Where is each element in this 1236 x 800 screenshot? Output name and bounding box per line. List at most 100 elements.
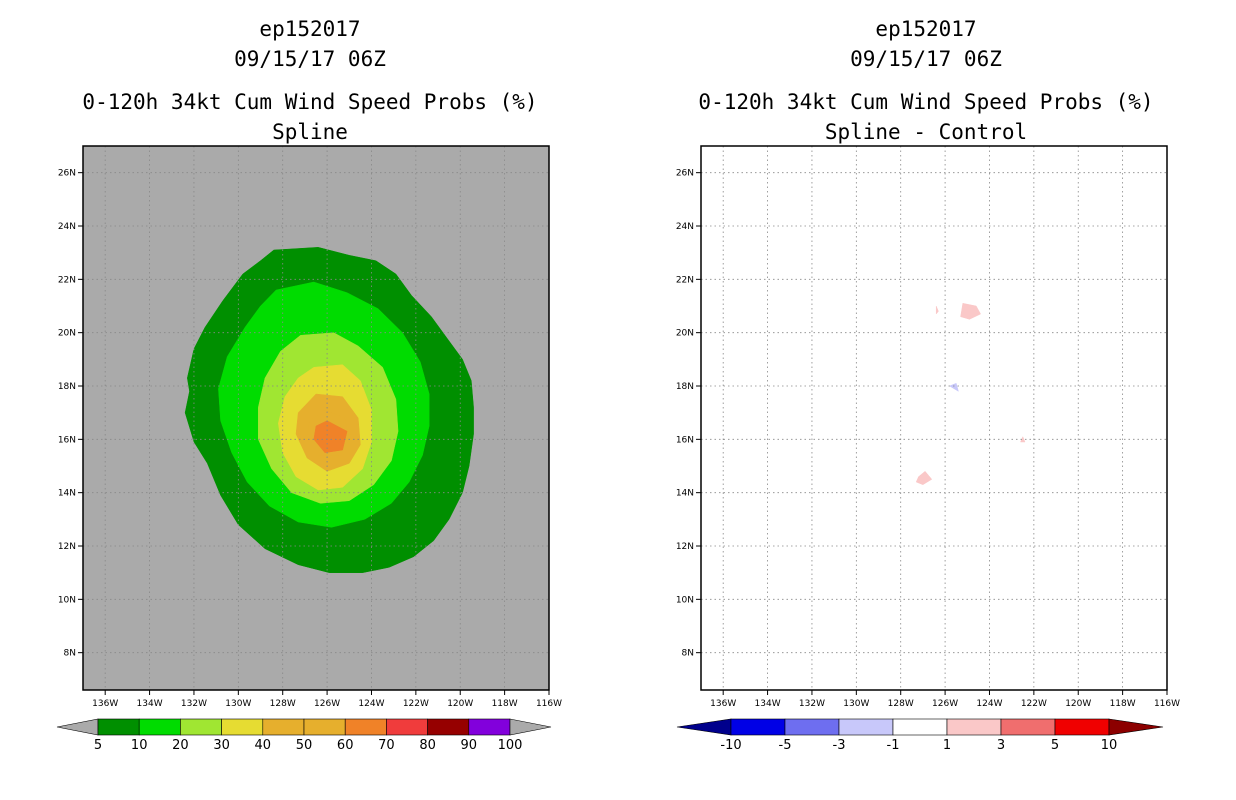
colorbar-segment bbox=[784, 718, 840, 736]
y-tick-label: 26N bbox=[676, 169, 694, 179]
x-tick-label: 126W bbox=[932, 699, 958, 709]
y-tick-label: 8N bbox=[682, 649, 694, 659]
colorbar-label: 70 bbox=[378, 738, 395, 753]
x-tick-label: 128W bbox=[888, 699, 914, 709]
y-tick-label: 8N bbox=[64, 649, 76, 659]
colorbar-segment bbox=[138, 718, 181, 736]
colorbar-label: 80 bbox=[419, 738, 436, 753]
x-tick-label: 128W bbox=[270, 699, 296, 709]
x-tick-label: 120W bbox=[447, 699, 473, 709]
x-tick-label: 134W bbox=[137, 699, 163, 709]
colorbar-label: -1 bbox=[887, 738, 900, 753]
difference-patch-4 bbox=[915, 470, 933, 485]
x-tick-label: 132W bbox=[799, 699, 825, 709]
x-tick-label: 116W bbox=[1154, 699, 1180, 709]
colorbar-label: 40 bbox=[255, 738, 272, 753]
x-tick-label: 118W bbox=[492, 699, 518, 709]
left-chart-title: 0-120h 34kt Cum Wind Speed Probs (%) bbox=[82, 90, 538, 114]
y-tick-label: 24N bbox=[676, 222, 694, 232]
difference-patch-2 bbox=[948, 382, 959, 392]
x-tick-label: 122W bbox=[403, 699, 429, 709]
colorbar-segment bbox=[427, 718, 470, 736]
colorbar-label: -3 bbox=[833, 738, 846, 753]
colorbar-extend-left bbox=[676, 718, 732, 736]
y-tick-label: 12N bbox=[676, 542, 694, 552]
y-tick-label: 18N bbox=[58, 382, 76, 392]
x-tick-label: 132W bbox=[181, 699, 207, 709]
x-tick-label: 126W bbox=[314, 699, 340, 709]
plot-frame bbox=[82, 145, 550, 691]
colorbar-label: 3 bbox=[997, 738, 1005, 753]
colorbar-segment bbox=[262, 718, 305, 736]
x-tick-label: 130W bbox=[225, 699, 251, 709]
right-chart-title: 0-120h 34kt Cum Wind Speed Probs (%) bbox=[698, 90, 1154, 114]
colorbar-segment bbox=[221, 718, 264, 736]
x-tick-label: 136W bbox=[710, 699, 736, 709]
x-tick-label: 120W bbox=[1065, 699, 1091, 709]
y-tick-label: 14N bbox=[58, 489, 76, 499]
difference-patch-1 bbox=[935, 305, 939, 315]
left-probability-map: 136W 134W 132W 130W 128W 126W 124W 122W 120W 118W… bbox=[58, 145, 562, 709]
y-tick-label: 16N bbox=[58, 435, 76, 445]
y-tick-label: 10N bbox=[58, 595, 76, 605]
y-tick-label: 20N bbox=[58, 329, 76, 339]
left-storm-id: ep152017 bbox=[259, 17, 361, 41]
x-tick-label: 118W bbox=[1110, 699, 1136, 709]
y-tick-label: 22N bbox=[676, 275, 694, 285]
colorbar-label: 10 bbox=[131, 738, 148, 753]
x-tick-label: 116W bbox=[536, 699, 562, 709]
colorbar-label: 30 bbox=[213, 738, 230, 753]
plot-frame bbox=[700, 145, 1168, 691]
difference-patch-0 bbox=[960, 303, 981, 320]
right-colorbar: -10 -5 -3 -1 1 3 5 10 bbox=[676, 718, 1164, 753]
colorbar-segment bbox=[946, 718, 1002, 736]
colorbar-segment bbox=[1054, 718, 1110, 736]
y-tick-label: 24N bbox=[58, 222, 76, 232]
left-colorbar: 5 10 20 30 40 50 60 70 80 90 100 bbox=[56, 718, 552, 753]
x-tick-label: 124W bbox=[976, 699, 1002, 709]
colorbar-segment bbox=[303, 718, 346, 736]
y-tick-label: 16N bbox=[676, 435, 694, 445]
colorbar-extend-right bbox=[1108, 718, 1164, 736]
y-tick-label: 12N bbox=[58, 542, 76, 552]
x-tick-label: 124W bbox=[358, 699, 384, 709]
colorbar-extend-right bbox=[509, 718, 552, 736]
right-datetime: 09/15/17 06Z bbox=[850, 47, 1002, 71]
y-tick-label: 22N bbox=[58, 275, 76, 285]
plot-background bbox=[701, 146, 1167, 690]
colorbar-segment bbox=[1000, 718, 1056, 736]
y-tick-label: 18N bbox=[676, 382, 694, 392]
colorbar-label: -10 bbox=[720, 738, 741, 753]
colorbar-segment bbox=[892, 718, 948, 736]
contour-band-60pct bbox=[313, 420, 348, 453]
colorbar-label: 100 bbox=[498, 738, 523, 753]
y-tick-label: 14N bbox=[676, 489, 694, 499]
colorbar-label: 10 bbox=[1101, 738, 1118, 753]
y-tick-label: 10N bbox=[676, 595, 694, 605]
right-chart-subtitle: Spline - Control bbox=[824, 120, 1028, 144]
colorbar-label: 5 bbox=[94, 738, 102, 753]
right-difference-map: 136W 134W 132W 130W 128W 126W 124W 122W 120W 118W… bbox=[676, 145, 1180, 709]
colorbar-segment bbox=[386, 718, 428, 736]
x-tick-label: 130W bbox=[843, 699, 869, 709]
colorbar-label: 5 bbox=[1051, 738, 1059, 753]
left-chart-subtitle: Spline bbox=[272, 120, 348, 144]
left-datetime: 09/15/17 06Z bbox=[234, 47, 386, 71]
colorbar-label: 1 bbox=[943, 738, 951, 753]
x-tick-label: 134W bbox=[755, 699, 781, 709]
colorbar-label: 50 bbox=[296, 738, 313, 753]
colorbar-segment bbox=[97, 718, 140, 736]
colorbar-label: 60 bbox=[337, 738, 354, 753]
colorbar-label: -5 bbox=[779, 738, 792, 753]
y-tick-label: 20N bbox=[676, 329, 694, 339]
x-tick-label: 122W bbox=[1021, 699, 1047, 709]
colorbar-segment bbox=[468, 718, 511, 736]
colorbar-segment bbox=[730, 718, 786, 736]
colorbar-extend-left bbox=[56, 718, 99, 736]
x-tick-label: 136W bbox=[92, 699, 118, 709]
y-tick-label: 26N bbox=[58, 169, 76, 179]
colorbar-segment bbox=[180, 718, 222, 736]
colorbar-segment bbox=[838, 718, 894, 736]
colorbar-segment bbox=[344, 718, 387, 736]
